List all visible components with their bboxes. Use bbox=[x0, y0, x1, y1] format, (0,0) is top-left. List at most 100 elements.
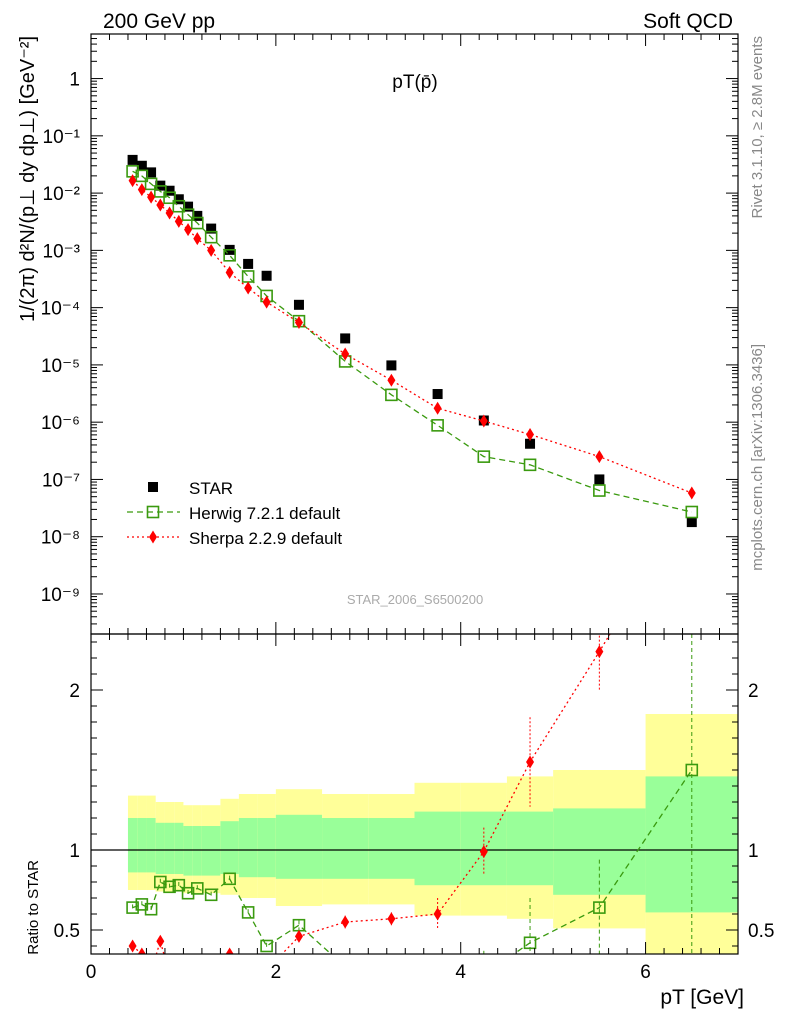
main-point-series-1 bbox=[135, 169, 149, 183]
ratio-y-tick-label: 2 bbox=[69, 681, 80, 702]
main-point-series-0 bbox=[173, 194, 184, 205]
ratio-point-series-1 bbox=[193, 964, 201, 977]
legend-marker-0 bbox=[148, 482, 158, 492]
y-tick-label: 10⁻⁶ bbox=[41, 413, 80, 434]
ratio-point-series-0 bbox=[386, 973, 397, 984]
legend-label-0: STAR bbox=[189, 479, 233, 498]
main-point-series-2 bbox=[156, 198, 165, 212]
main-point-series-0 bbox=[340, 333, 351, 344]
ratio-y-tick-label-right: 0.5 bbox=[748, 921, 774, 942]
ratio-point-series-1 bbox=[341, 915, 350, 929]
y-tick-label: 10⁻² bbox=[43, 184, 81, 205]
x-tick-label: 4 bbox=[455, 962, 466, 983]
main-point-series-1 bbox=[431, 419, 444, 432]
main-point-series-0 bbox=[146, 167, 157, 178]
main-y-axis-title: 1/(2π) d²N/(p⊥ dy dp⊥) [GeV⁻²] bbox=[17, 36, 39, 322]
analysis-watermark: STAR_2006_S6500200 bbox=[347, 592, 483, 607]
ratio-inner-band-bin bbox=[368, 818, 415, 879]
x-tick-label: 0 bbox=[86, 962, 97, 983]
main-point-series-1 bbox=[685, 505, 699, 519]
ratio-inner-band-bin bbox=[192, 826, 202, 876]
y-tick-label: 10⁻⁵ bbox=[41, 356, 80, 377]
ratio-inner-band-bin bbox=[322, 818, 369, 879]
ratio-point-series-0 bbox=[172, 878, 186, 892]
legend-label-2: Sherpa 2.2.9 default bbox=[189, 529, 342, 548]
axes: 0 2 4 6 10⁻⁹ 10⁻⁸ 10⁻⁷ 10⁻⁶ 10⁻⁵ 10⁻⁴ 10⁻³ 10⁻² 10⁻¹… bbox=[41, 33, 774, 983]
main-point-series-0 bbox=[136, 160, 147, 171]
main-point-series-0 bbox=[192, 210, 203, 221]
main-point-series-1 bbox=[204, 230, 218, 244]
ratio-inner-band-bin bbox=[506, 811, 554, 886]
legend-marker-1 bbox=[146, 505, 160, 519]
main-series bbox=[126, 154, 699, 528]
ratio-y-tick-label: 0.5 bbox=[54, 921, 80, 942]
main-point-series-1 bbox=[593, 484, 606, 497]
ratio-point-series-1 bbox=[294, 929, 303, 943]
ratio-point-series-1 bbox=[225, 947, 234, 954]
main-point-series-2 bbox=[174, 214, 183, 228]
ratio-point-series-1 bbox=[128, 939, 137, 953]
category-label: Soft QCD bbox=[643, 10, 733, 33]
ratio-point-series-0 bbox=[432, 976, 443, 987]
energy-label: 200 GeV pp bbox=[103, 10, 215, 33]
ratio-inner-band-bin bbox=[238, 818, 258, 878]
main-point-series-1 bbox=[223, 249, 236, 262]
ratio-series bbox=[126, 634, 699, 987]
main-point-series-0 bbox=[525, 438, 536, 449]
y-tick-label: 10⁻⁹ bbox=[41, 585, 80, 606]
ratio-point-series-0 bbox=[260, 939, 273, 953]
main-point-series-2 bbox=[128, 174, 137, 188]
ratio-y-tick-label: 1 bbox=[69, 841, 80, 862]
ratio-point-series-0 bbox=[163, 880, 176, 894]
ratio-y-tick-label-right: 2 bbox=[748, 681, 759, 702]
ratio-point-series-1 bbox=[156, 934, 165, 948]
ratio-point-series-0 bbox=[190, 882, 204, 895]
main-point-series-2 bbox=[137, 183, 146, 197]
main-point-series-2 bbox=[479, 414, 488, 428]
x-tick-label: 6 bbox=[640, 962, 651, 983]
main-point-series-0 bbox=[594, 474, 605, 485]
ratio-inner-band-bin bbox=[146, 818, 156, 873]
ratio-line-series-0 bbox=[132, 769, 693, 954]
y-tick-label: 10⁻⁸ bbox=[41, 528, 80, 549]
ratio-inner-band-bin bbox=[183, 826, 193, 876]
main-point-series-1 bbox=[477, 450, 491, 463]
ratio-point-series-0 bbox=[340, 961, 351, 972]
main-point-series-2 bbox=[244, 281, 253, 295]
legend-marker-2 bbox=[149, 530, 157, 544]
ratio-point-series-0 bbox=[523, 936, 537, 950]
ratio-point-series-1 bbox=[387, 912, 396, 926]
ratio-inner-band-bin bbox=[201, 826, 221, 876]
main-point-series-0 bbox=[127, 154, 138, 165]
ratio-point-series-1 bbox=[244, 968, 252, 981]
ratio-bands bbox=[91, 714, 738, 954]
ratio-inner-band-bin bbox=[553, 808, 646, 895]
main-point-series-1 bbox=[154, 185, 167, 198]
y-tick-label: 10⁻⁷ bbox=[42, 470, 80, 491]
y-tick-label: 10⁻¹ bbox=[43, 127, 81, 148]
ratio-point-series-1 bbox=[526, 755, 535, 769]
ratio-inner-band-bin bbox=[174, 822, 184, 874]
ratio-point-series-1 bbox=[595, 645, 604, 659]
main-point-series-1 bbox=[163, 191, 176, 205]
main-point-series-0 bbox=[243, 258, 254, 269]
main-point-series-0 bbox=[164, 185, 175, 196]
main-point-series-2 bbox=[433, 401, 442, 415]
main-point-series-2 bbox=[341, 347, 350, 361]
ratio-y-axis-title: Ratio to STAR bbox=[25, 860, 42, 955]
ratio-inner-band-bin bbox=[275, 814, 323, 879]
main-point-series-1 bbox=[523, 458, 537, 472]
ratio-point-series-1 bbox=[166, 968, 174, 981]
main-point-series-2 bbox=[687, 486, 696, 500]
ratio-inner-band-bin bbox=[414, 811, 461, 886]
main-point-series-2 bbox=[262, 295, 271, 309]
ratio-inner-band-bin bbox=[220, 821, 239, 874]
main-point-series-2 bbox=[225, 266, 234, 280]
ratio-point-series-0 bbox=[204, 888, 218, 902]
ratio-point-series-0 bbox=[126, 901, 139, 914]
legend-label-1: Herwig 7.2.1 default bbox=[189, 504, 340, 523]
x-tick-label: 2 bbox=[271, 962, 282, 983]
ratio-point-series-0 bbox=[685, 763, 699, 777]
rivet-version-label: Rivet 3.1.10, ≥ 2.8M events bbox=[749, 36, 766, 219]
